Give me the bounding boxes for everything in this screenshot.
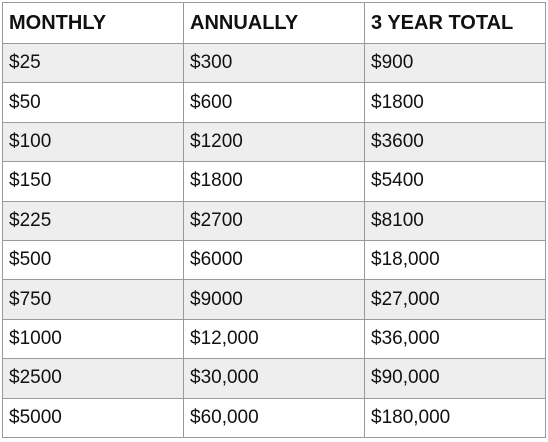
monthly-cell: $225	[2, 200, 184, 241]
monthly-cell: $750	[2, 279, 184, 320]
three-year-total-cell: $18,000	[364, 239, 546, 281]
header-monthly: MONTHLY	[2, 2, 184, 44]
table-body: $25 $300 $900 $50 $600 $1800 $100 $1200 $3600 $15…	[2, 42, 546, 438]
annually-cell: $2700	[183, 200, 365, 241]
three-year-total-cell: $5400	[364, 161, 546, 202]
three-year-total-cell: $27,000	[364, 279, 546, 320]
annually-cell: $1800	[183, 161, 365, 202]
annually-cell: $1200	[183, 121, 365, 163]
three-year-total-cell: $900	[364, 42, 546, 84]
monthly-cell: $25	[2, 42, 184, 84]
annually-cell: $60,000	[183, 397, 365, 438]
monthly-cell: $150	[2, 161, 184, 202]
table-row: $100 $1200 $3600	[2, 121, 546, 163]
annually-cell: $600	[183, 82, 365, 123]
table-row: $500 $6000 $18,000	[2, 239, 546, 281]
savings-table: MONTHLY ANNUALLY 3 YEAR TOTAL $25 $300 $90…	[2, 2, 546, 438]
table-row: $750 $9000 $27,000	[2, 279, 546, 320]
table-row: $25 $300 $900	[2, 42, 546, 84]
header-annually: ANNUALLY	[183, 2, 365, 44]
monthly-cell: $5000	[2, 397, 184, 438]
table-row: $225 $2700 $8100	[2, 200, 546, 241]
three-year-total-cell: $180,000	[364, 397, 546, 438]
table-row: $5000 $60,000 $180,000	[2, 397, 546, 438]
header-3-year-total: 3 YEAR TOTAL	[364, 2, 546, 44]
three-year-total-cell: $1800	[364, 82, 546, 123]
monthly-cell: $1000	[2, 318, 184, 360]
table-row: $1000 $12,000 $36,000	[2, 318, 546, 360]
annually-cell: $300	[183, 42, 365, 84]
monthly-cell: $500	[2, 239, 184, 281]
table-row: $2500 $30,000 $90,000	[2, 358, 546, 399]
annually-cell: $12,000	[183, 318, 365, 360]
monthly-cell: $100	[2, 121, 184, 163]
table-row: $50 $600 $1800	[2, 82, 546, 123]
annually-cell: $9000	[183, 279, 365, 320]
table-row: $150 $1800 $5400	[2, 161, 546, 202]
annually-cell: $6000	[183, 239, 365, 281]
header-row: MONTHLY ANNUALLY 3 YEAR TOTAL	[2, 2, 546, 44]
annually-cell: $30,000	[183, 358, 365, 399]
three-year-total-cell: $8100	[364, 200, 546, 241]
monthly-cell: $2500	[2, 358, 184, 399]
three-year-total-cell: $3600	[364, 121, 546, 163]
three-year-total-cell: $36,000	[364, 318, 546, 360]
three-year-total-cell: $90,000	[364, 358, 546, 399]
savings-table-container: MONTHLY ANNUALLY 3 YEAR TOTAL $25 $300 $90…	[2, 2, 546, 438]
monthly-cell: $50	[2, 82, 184, 123]
table-header: MONTHLY ANNUALLY 3 YEAR TOTAL	[2, 2, 546, 44]
